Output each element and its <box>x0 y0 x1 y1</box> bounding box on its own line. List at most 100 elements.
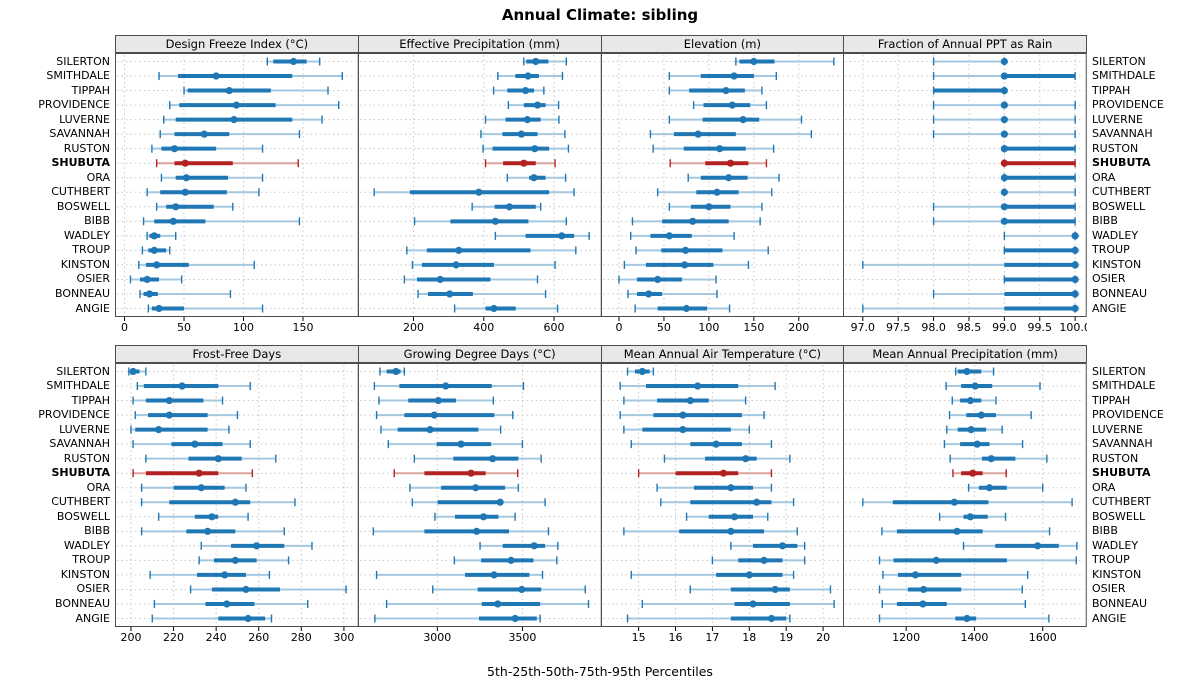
row-label-right-tippah: TIPPAH <box>1092 393 1131 407</box>
percentile-row-kinston <box>882 570 1029 579</box>
panel-border <box>357 363 602 627</box>
median-dot <box>963 614 971 623</box>
panel-plot-design-freeze-index-c <box>115 53 359 317</box>
median-dot <box>986 484 994 492</box>
percentile-row-smithdale <box>933 72 1077 81</box>
percentile-row-smithdale <box>618 382 776 391</box>
panel-border <box>843 363 1087 627</box>
percentile-row-ruston <box>651 144 774 153</box>
percentile-row-cuthbert <box>1001 188 1077 197</box>
median-dot <box>223 600 231 608</box>
median-dot <box>912 571 920 579</box>
x-axis-mean-annual-air-temperature-c: 15 16 17 18 19 20 <box>631 627 830 643</box>
percentile-row-providence <box>375 411 514 420</box>
percentile-row-providence <box>692 101 767 110</box>
percentile-row-ruston <box>663 454 791 463</box>
x-tick-label: 150 <box>293 321 314 333</box>
row-label-right-ora: ORA <box>1092 480 1116 494</box>
median-dot <box>726 159 734 167</box>
percentile-row-ora <box>506 173 567 182</box>
x-tick-label: 0 <box>615 321 622 333</box>
median-dot <box>726 527 734 535</box>
percentile-row-shubuta <box>155 159 299 168</box>
median-dot <box>681 246 689 254</box>
row-label-left-kinston: KINSTON <box>60 257 110 271</box>
median-dot <box>728 101 736 109</box>
percentile-row-luverne <box>668 115 802 124</box>
percentile-row-osier <box>879 585 1024 594</box>
percentile-row-savannah <box>132 440 251 449</box>
percentile-row-boswell <box>157 512 249 521</box>
row-label-right-shubuta: SHUBUTA <box>1092 156 1151 170</box>
row-label-right-savannah: SAVANNAH <box>1092 127 1153 141</box>
percentile-row-cuthbert <box>656 188 773 197</box>
median-dot <box>778 542 786 550</box>
row-label-right-bonneau: BONNEAU <box>1092 596 1147 610</box>
median-dot <box>530 174 538 182</box>
percentile-row-luverne <box>622 425 750 434</box>
row-label-left-boswell: BOSWELL <box>56 199 110 213</box>
median-dot <box>490 571 498 579</box>
percentile-row-wadley <box>200 541 313 550</box>
percentile-row-troup <box>1003 246 1079 255</box>
row-label-left-savannah: SAVANNAH <box>49 437 110 451</box>
percentile-row-ora <box>655 483 772 492</box>
median-dot <box>231 556 239 564</box>
median-dot <box>457 440 465 448</box>
median-dot <box>452 261 460 269</box>
median-dot <box>445 290 454 298</box>
row-label-left-luverne: LUVERNE <box>59 422 110 436</box>
x-tick-label: 98.0 <box>922 321 947 333</box>
row-label-right-cuthbert: CUTHBERT <box>1092 185 1151 199</box>
median-dot <box>682 304 690 313</box>
percentile-row-tippah <box>492 86 545 95</box>
percentile-row-bibb <box>933 217 1077 226</box>
percentile-row-wadley <box>963 541 1078 550</box>
percentile-row-wadley <box>146 231 177 240</box>
x-tick-label: 19 <box>779 631 793 643</box>
percentile-row-ruston <box>1001 144 1077 153</box>
median-dot <box>1001 174 1009 182</box>
row-label-right-osier: OSIER <box>1092 582 1126 596</box>
row-label-left-osier: OSIER <box>76 582 110 596</box>
x-tick-label: 18 <box>742 631 756 643</box>
median-dot <box>1071 275 1079 284</box>
row-label-left-angie: ANGIE <box>75 301 110 315</box>
percentile-row-silerton <box>933 57 1009 66</box>
percentile-row-savannah <box>649 130 812 139</box>
median-dot <box>678 411 687 419</box>
percentile-row-shubuta <box>484 159 556 168</box>
x-tick-label: 150 <box>743 321 764 333</box>
x-tick-label: 100 <box>698 321 719 333</box>
median-dot <box>441 382 450 390</box>
panel-strip-mean-annual-air-temperature-c: Mean Annual Air Temperature (°C) <box>600 345 845 363</box>
median-dot <box>678 426 687 434</box>
row-label-left-angie: ANGIE <box>75 611 110 625</box>
row-label-right-tippah: TIPPAH <box>1092 83 1131 97</box>
x-axis-design-freeze-index-c: 0 50 100 150 <box>121 317 314 333</box>
median-dot <box>129 367 137 376</box>
percentile-row-bibb <box>413 217 567 226</box>
percentile-row-tippah <box>377 396 494 405</box>
percentile-row-tippah <box>951 396 997 405</box>
median-dot <box>496 498 504 506</box>
percentile-row-providence <box>507 101 560 110</box>
row-label-right-angie: ANGIE <box>1092 611 1127 625</box>
row-label-left-smithdale: SMITHDALE <box>46 379 110 393</box>
percentile-row-troup <box>711 556 805 565</box>
median-dot <box>172 203 180 211</box>
median-dot <box>230 116 238 124</box>
percentile-row-ruston <box>151 144 264 153</box>
median-dot <box>767 614 775 623</box>
panel-plot-frost-free-days <box>115 363 359 627</box>
median-dot <box>1001 86 1009 95</box>
row-label-left-silerton: SILERTON <box>56 364 110 378</box>
x-tick-label: 300 <box>333 631 354 643</box>
percentile-row-bonneau <box>417 289 547 298</box>
x-tick-label: 100.0 <box>1060 321 1087 333</box>
row-label-left-ora: ORA <box>86 170 110 184</box>
row-label-left-troup: TROUP <box>72 553 110 567</box>
row-label-right-silerton: SILERTON <box>1092 54 1146 68</box>
median-dot <box>524 72 532 80</box>
median-dot <box>971 382 979 390</box>
